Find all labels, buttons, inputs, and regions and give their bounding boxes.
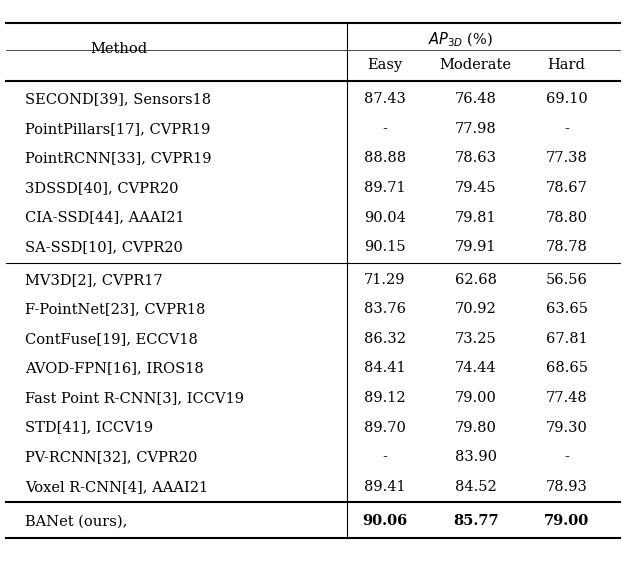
Text: SECOND[39], Sensors18: SECOND[39], Sensors18 [25,92,211,106]
Text: PointRCNN[33], CVPR19: PointRCNN[33], CVPR19 [25,151,212,165]
Text: 78.67: 78.67 [546,181,587,195]
Text: 79.00: 79.00 [544,514,589,528]
Text: STD[41], ICCV19: STD[41], ICCV19 [25,420,153,434]
Text: 73.25: 73.25 [455,332,496,346]
Text: PV-RCNN[32], CVPR20: PV-RCNN[32], CVPR20 [25,450,197,464]
Text: 90.15: 90.15 [364,240,406,254]
Text: 79.30: 79.30 [546,420,587,434]
Text: 89.71: 89.71 [364,181,406,195]
Text: 79.91: 79.91 [455,240,496,254]
Text: 78.80: 78.80 [545,211,588,224]
Text: 78.78: 78.78 [546,240,587,254]
Text: 79.45: 79.45 [455,181,496,195]
Text: PointPillars[17], CVPR19: PointPillars[17], CVPR19 [25,122,210,136]
Text: 77.38: 77.38 [546,151,587,165]
Text: Moderate: Moderate [439,57,512,71]
Text: 83.90: 83.90 [454,450,497,464]
Text: 89.41: 89.41 [364,480,406,494]
Text: 77.98: 77.98 [455,122,496,136]
Text: $\mathit{AP}_{3D}$ (%): $\mathit{AP}_{3D}$ (%) [428,30,493,49]
Text: 79.00: 79.00 [455,391,496,405]
Text: 87.43: 87.43 [364,92,406,106]
Text: 79.80: 79.80 [455,420,496,434]
Text: 89.70: 89.70 [364,420,406,434]
Text: 3DSSD[40], CVPR20: 3DSSD[40], CVPR20 [25,181,178,195]
Text: 84.41: 84.41 [364,361,406,375]
Text: Method: Method [90,42,148,56]
Text: 86.32: 86.32 [364,332,406,346]
Text: 56.56: 56.56 [546,273,587,287]
Text: F-PointNet[23], CVPR18: F-PointNet[23], CVPR18 [25,302,205,316]
Text: CIA-SSD[44], AAAI21: CIA-SSD[44], AAAI21 [25,211,185,224]
Text: 90.06: 90.06 [362,514,408,528]
Text: 74.44: 74.44 [455,361,496,375]
Text: -: - [382,122,387,136]
Text: Voxel R-CNN[4], AAAI21: Voxel R-CNN[4], AAAI21 [25,480,208,494]
Text: 68.65: 68.65 [545,361,588,375]
Text: 88.88: 88.88 [364,151,406,165]
Text: 71.29: 71.29 [364,273,406,287]
Text: BANet (ours),: BANet (ours), [25,514,128,528]
Text: 79.81: 79.81 [455,211,496,224]
Text: MV3D[2], CVPR17: MV3D[2], CVPR17 [25,273,163,287]
Text: -: - [564,122,569,136]
Text: 69.10: 69.10 [546,92,587,106]
Text: 83.76: 83.76 [364,302,406,316]
Text: 62.68: 62.68 [454,273,497,287]
Text: -: - [564,450,569,464]
Text: 76.48: 76.48 [455,92,496,106]
Text: AVOD-FPN[16], IROS18: AVOD-FPN[16], IROS18 [25,361,204,375]
Text: -: - [382,450,387,464]
Text: ContFuse[19], ECCV18: ContFuse[19], ECCV18 [25,332,198,346]
Text: 89.12: 89.12 [364,391,406,405]
Text: Hard: Hard [548,57,585,71]
Text: 78.63: 78.63 [454,151,497,165]
Text: Fast Point R-CNN[3], ICCV19: Fast Point R-CNN[3], ICCV19 [25,391,244,405]
Text: 67.81: 67.81 [546,332,587,346]
Text: 70.92: 70.92 [455,302,496,316]
Text: 84.52: 84.52 [455,480,496,494]
Text: SA-SSD[10], CVPR20: SA-SSD[10], CVPR20 [25,240,183,254]
Text: 90.04: 90.04 [364,211,406,224]
Text: Easy: Easy [367,57,403,71]
Text: 78.93: 78.93 [546,480,587,494]
Text: 85.77: 85.77 [453,514,498,528]
Text: 77.48: 77.48 [546,391,587,405]
Text: 63.65: 63.65 [545,302,588,316]
